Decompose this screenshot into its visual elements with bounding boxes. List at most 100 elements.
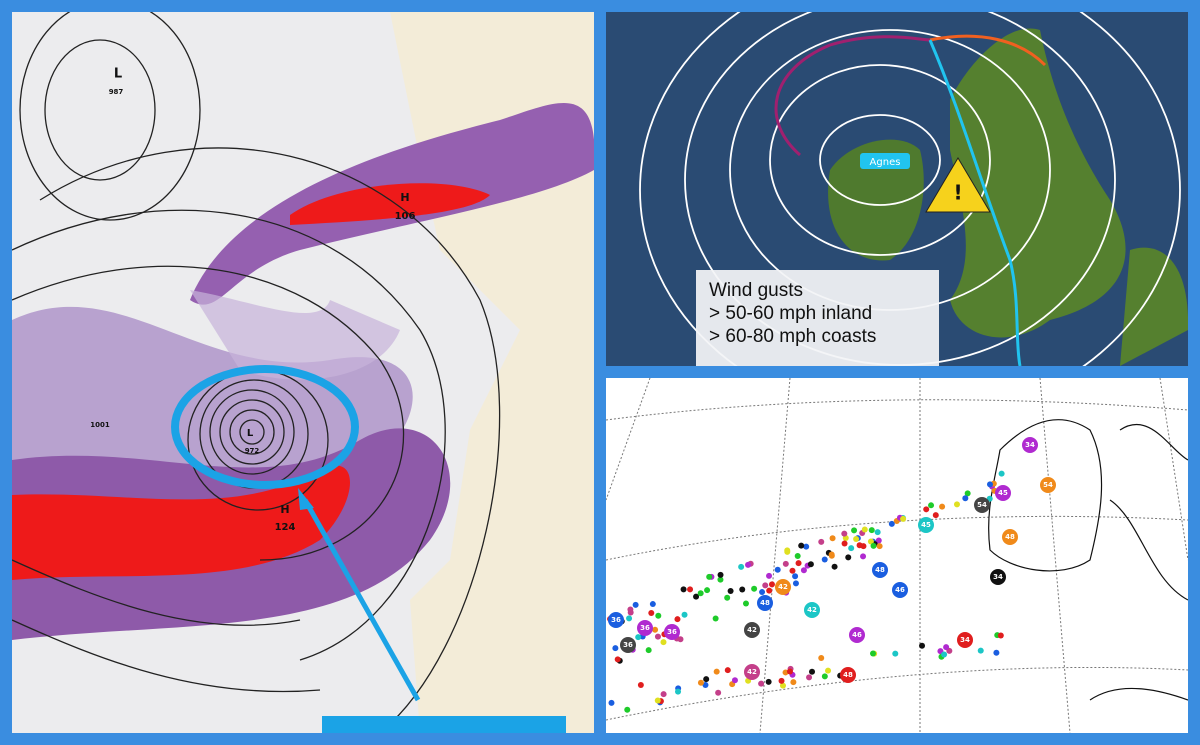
track-dot: [614, 656, 621, 663]
track-dot: [702, 681, 709, 688]
track-dot: [731, 677, 738, 684]
occluded-front: [774, 35, 931, 157]
marker-label: 48: [843, 671, 853, 679]
track-dot: [739, 586, 746, 593]
pressure-label: 972: [245, 447, 260, 455]
marker-label: 42: [747, 626, 757, 634]
marker-label: 54: [977, 501, 987, 509]
track-dot: [829, 535, 836, 542]
marker-label: 36: [667, 628, 677, 636]
track-marker: [804, 602, 820, 618]
track-dot: [888, 520, 895, 527]
track-dot: [997, 632, 1004, 639]
track-dot: [860, 543, 867, 550]
track-dot: [751, 585, 758, 592]
track-dot: [660, 639, 667, 646]
pressure-label: 1001: [90, 421, 110, 429]
track-dot: [765, 678, 772, 685]
track-marker: [744, 622, 760, 638]
track-dot: [986, 481, 993, 488]
track-marker: [995, 485, 1011, 501]
top-right-map: Agnes ! Wind gusts > 50-60 mph inland > …: [606, 12, 1188, 366]
track-dot: [703, 676, 710, 683]
track-marker: [957, 632, 973, 648]
track-dot: [809, 668, 816, 675]
bottom-right-map: 34 54 45 34 36 46 48 42 45 36 36 36 42 46 48 42 48 54 34 42…: [606, 378, 1188, 733]
marker-label: 36: [640, 624, 650, 632]
track-dot: [697, 679, 704, 686]
pressure-label: 987: [109, 88, 124, 96]
track-marker: [849, 627, 865, 643]
track-dot: [853, 536, 860, 543]
track-marker: [1040, 477, 1056, 493]
track-dot: [870, 650, 877, 657]
track-dot: [784, 547, 791, 554]
land: [1120, 247, 1188, 366]
track-dot: [717, 576, 724, 583]
pressure-label: L: [247, 428, 254, 439]
left-map: L 987 H 106 L 972 H 124 1001: [12, 12, 594, 733]
track-marker: [1002, 529, 1018, 545]
cold-front: [928, 39, 1022, 366]
track-dot: [923, 506, 930, 513]
track-dot: [818, 538, 825, 545]
track-dot: [738, 563, 745, 570]
track-dot: [768, 581, 775, 588]
arrow: [302, 498, 421, 702]
track-dot: [962, 495, 969, 502]
pressure-label: H: [400, 191, 409, 204]
track-dot: [821, 556, 828, 563]
track-marker: [757, 595, 773, 611]
track-dot: [715, 689, 722, 696]
track-dot: [803, 543, 810, 550]
track-dot: [993, 649, 1000, 656]
track-dot: [660, 691, 667, 698]
track-dot: [919, 642, 926, 649]
track-dot: [766, 587, 773, 594]
track-dot: [745, 561, 752, 568]
marker-label: 36: [611, 616, 621, 624]
track-dot: [717, 571, 724, 578]
track-dot: [649, 601, 656, 608]
track-dot: [724, 594, 731, 601]
track-marker: [744, 664, 760, 680]
marker-label: 45: [998, 489, 1008, 497]
pressure-label: 124: [275, 522, 296, 533]
track-dot: [800, 567, 807, 574]
track-dot: [932, 512, 939, 519]
info-line: > 50-60 mph inland: [709, 303, 872, 324]
strong-wind-band: [12, 465, 350, 580]
track-dot: [697, 590, 704, 597]
track-dot: [794, 552, 801, 559]
track-dot: [964, 490, 971, 497]
track-dot: [998, 470, 1005, 477]
storm-tracks: 34 54 45 34 36 46 48 42 45 36 36 36 42 46 48 42 48 54 34 42…: [607, 437, 1056, 713]
track-dot: [693, 593, 700, 600]
track-dot: [779, 682, 786, 689]
track-dot: [790, 679, 797, 686]
track-dot: [806, 674, 813, 681]
land: [828, 139, 924, 261]
storm-tag: [860, 153, 910, 169]
track-dot: [648, 610, 655, 617]
track-dot: [704, 587, 711, 594]
track-dot: [939, 503, 946, 510]
marker-label: 48: [760, 599, 770, 607]
track-dot: [712, 615, 719, 622]
track-dot: [841, 540, 848, 547]
track-marker: [872, 562, 888, 578]
warm-front: [929, 34, 1047, 67]
marker-label: 46: [852, 631, 862, 639]
track-marker: [990, 569, 1006, 585]
track-dot: [742, 600, 749, 607]
track-dot: [654, 633, 661, 640]
marker-label: 48: [1005, 533, 1015, 541]
track-marker: [664, 624, 680, 640]
track-dot: [654, 697, 661, 704]
marker-label: 36: [623, 641, 633, 649]
land: [950, 28, 1126, 338]
isobars: [12, 12, 501, 733]
track-marker: [620, 637, 636, 653]
track-marker: [840, 667, 856, 683]
track-dot: [798, 542, 805, 549]
